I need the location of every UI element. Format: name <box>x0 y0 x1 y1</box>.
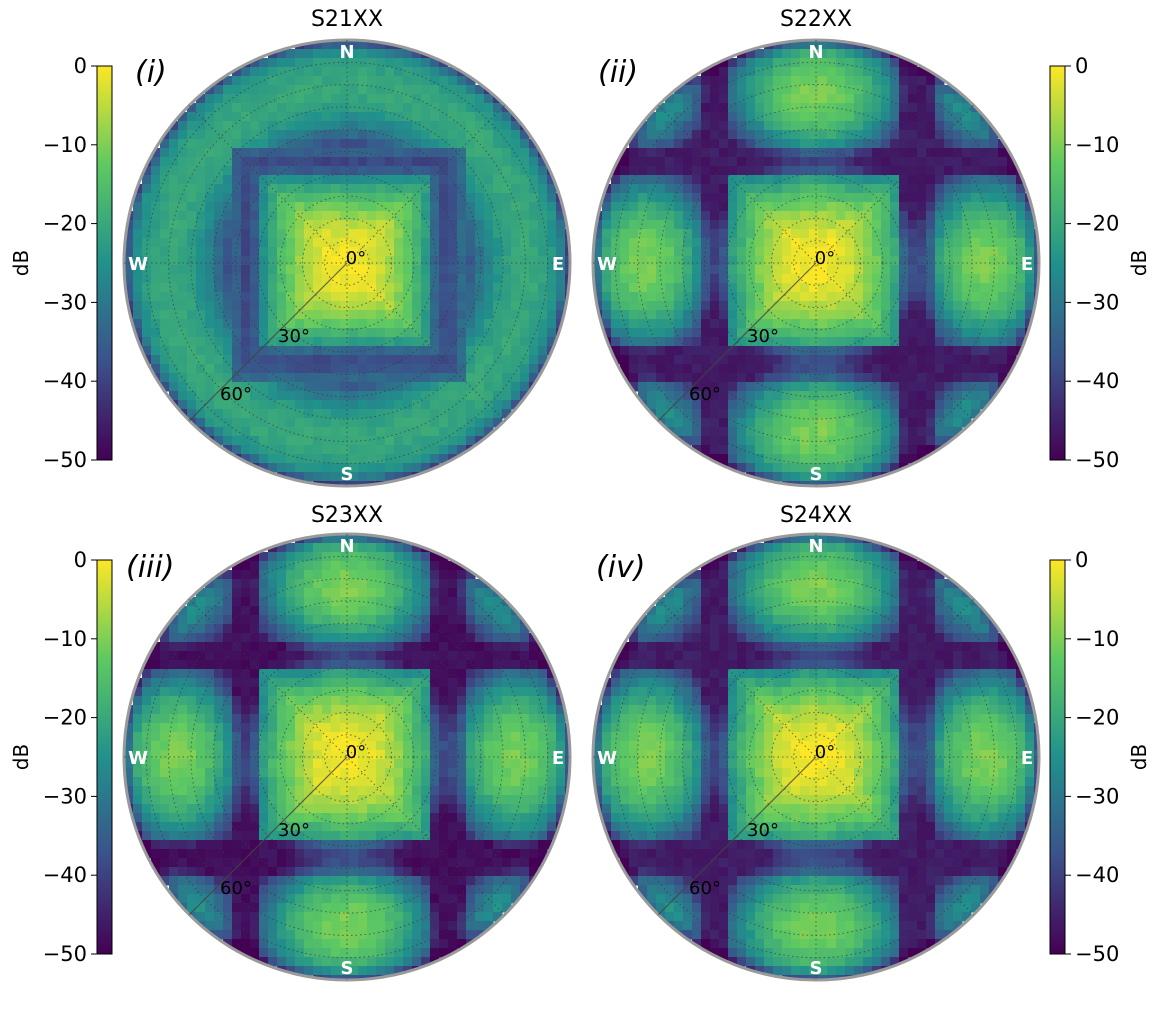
compass-south: S <box>341 464 354 485</box>
compass-north: N <box>339 536 354 557</box>
colorbar-tick-label: 0 <box>74 54 87 78</box>
panel-label: (i) <box>135 55 167 90</box>
zenith-label: 30° <box>747 326 779 347</box>
panel-title: S21XX <box>311 7 383 32</box>
compass-east: E <box>552 748 564 769</box>
compass-north: N <box>339 42 354 63</box>
colorbar-tick-label: −10 <box>43 627 87 651</box>
colorbar-tick-label: −50 <box>43 448 87 472</box>
zenith-label: 30° <box>278 820 310 841</box>
compass-west: W <box>128 748 148 769</box>
panel-label: (iv) <box>596 550 646 585</box>
colorbar-tick-label: 0 <box>1075 54 1088 78</box>
colorbar-tick-label: −30 <box>1075 784 1119 808</box>
colorbar: 0 −10 −20 −30 −40 −50 dB <box>1049 54 1151 472</box>
polar-grid <box>124 40 570 486</box>
zenith-label: 0° <box>815 248 835 269</box>
colorbar-label: dB <box>9 744 33 770</box>
colorbar-tick-label: 0 <box>74 548 87 572</box>
colorbar-tick-label: −40 <box>1075 369 1119 393</box>
colorbar-label: dB <box>1127 250 1151 276</box>
heatmap <box>593 40 1039 486</box>
colorbar-gradient <box>96 559 113 955</box>
colorbar: 0 −10 −20 −30 −40 −50 dB <box>1049 548 1151 966</box>
compass-west: W <box>597 254 617 275</box>
panel-label: (iii) <box>126 550 174 585</box>
polar-panel-3: S23XX (iii) 0° 30° 60° N S E W 0 −10 −20 −30 −40 −50 dB <box>9 503 572 982</box>
polar-grid <box>593 534 1039 980</box>
colorbar-tick-label: −30 <box>43 784 87 808</box>
compass-west: W <box>128 254 148 275</box>
compass-west: W <box>597 748 617 769</box>
panel-title: S23XX <box>311 503 383 528</box>
colorbar-tick-label: −20 <box>1075 212 1119 236</box>
colorbar: 0 −10 −20 −30 −40 −50 dB <box>9 548 113 966</box>
colorbar-tick-label: −10 <box>1075 133 1119 157</box>
heatmap <box>124 40 570 486</box>
zenith-label: 60° <box>220 384 252 405</box>
colorbar-gradient <box>1049 65 1066 461</box>
panel-label: (ii) <box>598 55 638 90</box>
zenith-label: 0° <box>346 742 366 763</box>
compass-north: N <box>808 536 823 557</box>
zenith-label: 30° <box>747 820 779 841</box>
compass-east: E <box>1021 748 1033 769</box>
compass-east: E <box>552 254 564 275</box>
compass-south: S <box>810 958 823 979</box>
zenith-label: 0° <box>815 742 835 763</box>
colorbar-tick-label: −20 <box>43 706 87 730</box>
colorbar-tick-label: −50 <box>1075 942 1119 966</box>
colorbar: 0 −10 −20 −30 −40 −50 dB <box>9 54 113 472</box>
colorbar-label: dB <box>9 250 33 276</box>
polar-panel-4: S24XX (iv) 0° 30° 60° N S E W 0 −10 −20 −30 −40 −50 dB <box>591 503 1151 982</box>
colorbar-tick-label: −20 <box>43 212 87 236</box>
colorbar-tick-label: −10 <box>43 133 87 157</box>
compass-south: S <box>810 464 823 485</box>
zenith-label: 60° <box>689 384 721 405</box>
zenith-label: 0° <box>346 248 366 269</box>
azimuth-axis-line <box>657 262 817 422</box>
colorbar-tick-label: −50 <box>43 942 87 966</box>
colorbar-tick-label: −20 <box>1075 706 1119 730</box>
azimuth-axis-line <box>188 262 348 422</box>
panel-title: S24XX <box>780 503 852 528</box>
colorbar-tick-label: 0 <box>1075 548 1088 572</box>
polar-panel-1: S21XX (i) 0° 30° 60° N S E W 0 −10 −20 −30 −40 −50 dB <box>9 7 572 488</box>
colorbar-tick-label: −30 <box>1075 290 1119 314</box>
colorbar-tick-label: −40 <box>43 863 87 887</box>
colorbar-label: dB <box>1127 744 1151 770</box>
polar-grid <box>124 534 570 980</box>
colorbar-tick-label: −10 <box>1075 627 1119 651</box>
zenith-label: 30° <box>278 326 310 347</box>
azimuth-axis-line <box>657 756 817 916</box>
polar-grid <box>593 40 1039 486</box>
compass-south: S <box>341 958 354 979</box>
compass-north: N <box>808 42 823 63</box>
colorbar-tick-label: −40 <box>43 369 87 393</box>
colorbar-tick-label: −30 <box>43 290 87 314</box>
colorbar-tick-label: −40 <box>1075 863 1119 887</box>
compass-east: E <box>1021 254 1033 275</box>
colorbar-tick-label: −50 <box>1075 448 1119 472</box>
zenith-label: 60° <box>220 878 252 899</box>
colorbar-gradient <box>1049 559 1066 955</box>
colorbar-gradient <box>96 65 113 461</box>
azimuth-axis-line <box>188 756 348 916</box>
zenith-label: 60° <box>689 878 721 899</box>
polar-panel-2: S22XX (ii) 0° 30° 60° N S E W 0 −10 −20 −30 −40 −50 dB <box>591 7 1151 488</box>
panel-title: S22XX <box>780 7 852 32</box>
